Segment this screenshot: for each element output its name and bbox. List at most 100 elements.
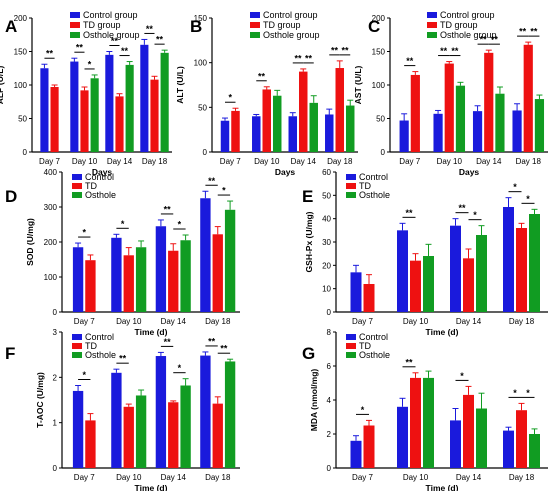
y-tick-label: 200 [372, 14, 386, 23]
y-tick-label: 2 [327, 430, 332, 439]
significance-label: ** [111, 36, 119, 46]
x-tick-label: Day 7 [399, 157, 420, 166]
y-tick-label: 4 [327, 396, 332, 405]
bar-control-2 [70, 61, 79, 152]
bar-td-2 [410, 260, 421, 312]
panel-letter: C [368, 17, 380, 36]
legend-label-osthole: Osthole [85, 190, 116, 200]
x-axis-label: Time (d) [426, 483, 459, 491]
y-tick-label: 0 [381, 148, 386, 157]
bar-osthole-2 [135, 247, 147, 312]
bar-control-4 [503, 430, 514, 468]
y-tick-label: 100 [372, 81, 386, 90]
panel-letter: D [5, 187, 17, 206]
x-axis-label: Days [92, 167, 113, 177]
bar-control-2 [433, 113, 443, 152]
y-tick-label: 0 [23, 148, 28, 157]
x-tick-label: Day 18 [509, 317, 535, 326]
y-tick-label: 150 [194, 14, 208, 23]
x-tick-label: Day 18 [205, 473, 231, 482]
legend-label-td: TD [359, 181, 371, 191]
significance-label: ** [491, 35, 499, 45]
bar-control-4 [503, 207, 514, 312]
bar-td-3 [463, 258, 474, 312]
legend-swatch-osthole [250, 32, 260, 38]
bar-osthole-3 [180, 240, 191, 312]
bar-td-2 [262, 89, 271, 152]
y-tick-label: 0 [53, 464, 58, 473]
bar-osthole-3 [495, 93, 505, 152]
legend-swatch-osthole [427, 32, 437, 38]
significance-label: * [121, 219, 125, 229]
y-tick-label: 50 [322, 191, 331, 200]
y-tick-label: 0 [327, 464, 332, 473]
bar-osthole-4 [160, 52, 169, 153]
x-tick-label: Day 14 [107, 157, 133, 166]
legend-swatch-osthole [346, 192, 356, 198]
significance-label: ** [405, 357, 413, 367]
bar-td-4 [516, 410, 527, 468]
bar-td-1 [50, 87, 59, 152]
bar-control-2 [252, 116, 261, 152]
significance-label: ** [258, 71, 266, 81]
legend-swatch-control [72, 334, 82, 340]
x-tick-label: Day 7 [220, 157, 241, 166]
bar-control-3 [155, 226, 167, 312]
bar-osthole-2 [423, 377, 434, 468]
bar-osthole-3 [180, 385, 191, 468]
bar-control-1 [220, 120, 230, 152]
bar-osthole-3 [476, 235, 487, 312]
legend-label-control: Control [359, 172, 388, 182]
y-axis-label: SOD (U/mg) [25, 218, 35, 266]
legend-label-control: Control group [83, 10, 138, 20]
y-tick-label: 150 [14, 48, 28, 57]
legend-label-control: Control [359, 332, 388, 342]
y-tick-label: 50 [18, 115, 27, 124]
bar-osthole-4 [529, 434, 540, 468]
y-tick-label: 6 [327, 362, 332, 371]
significance-label: ** [121, 46, 129, 56]
x-tick-label: Day 7 [74, 317, 95, 326]
legend-swatch-osthole [346, 352, 356, 358]
x-tick-label: Day 18 [142, 157, 168, 166]
x-tick-label: Day 18 [509, 473, 535, 482]
y-axis-label: T-AOC (U/mg) [35, 372, 45, 428]
panel-letter: A [5, 17, 17, 36]
significance-label: * [222, 186, 226, 196]
significance-label: ** [164, 204, 172, 214]
bar-td-3 [484, 52, 494, 153]
bar-control-3 [155, 356, 167, 468]
significance-label: * [513, 388, 517, 398]
legend-label-td: TD group [440, 20, 478, 30]
bar-control-1 [40, 68, 49, 152]
bar-control-1 [72, 247, 84, 312]
y-tick-label: 30 [322, 238, 331, 247]
legend-label-td: TD [359, 341, 371, 351]
bar-control-1 [72, 390, 84, 468]
panel-d: D 0 100 200 300 400 SOD (U/mg) Day 7 Day 10 Day 1… [5, 168, 240, 337]
x-tick-label: Day 10 [72, 157, 98, 166]
bar-osthole-2 [90, 78, 99, 152]
bar-control-2 [397, 406, 408, 468]
bar-td-1 [410, 74, 420, 152]
significance-label: * [473, 210, 477, 220]
x-axis-label: Time (d) [135, 327, 168, 337]
bar-control-3 [105, 54, 114, 152]
legend-swatch-td [346, 183, 356, 189]
x-tick-label: Day 14 [161, 317, 187, 326]
x-axis-label: Days [459, 167, 480, 177]
panel-letter: F [5, 344, 15, 363]
bar-td-4 [150, 79, 159, 152]
y-tick-label: 40 [322, 215, 331, 224]
y-axis-label: MDA (nmol/mg) [309, 369, 319, 432]
bar-td-1 [85, 420, 96, 468]
legend-label-td: TD group [83, 20, 121, 30]
x-tick-label: Day 18 [516, 157, 542, 166]
significance-label: ** [146, 24, 154, 34]
legend-label-osthole: Osthole [359, 190, 390, 200]
significance-label: ** [341, 45, 349, 55]
bar-control-4 [325, 114, 334, 152]
x-axis-label: Time (d) [135, 483, 168, 491]
